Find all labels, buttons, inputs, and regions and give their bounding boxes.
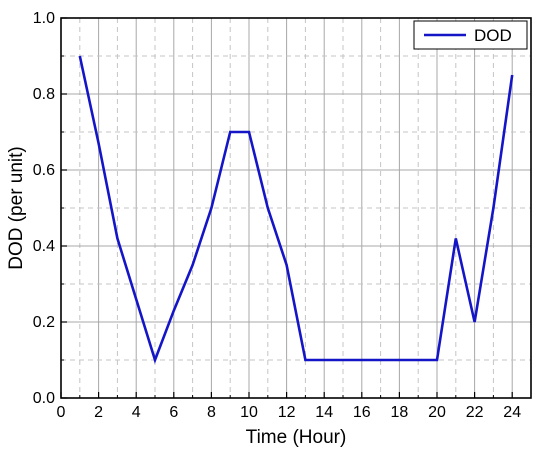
y-tick-label: 0.6 [33,162,55,179]
x-tick-label: 10 [240,404,258,421]
y-tick-label: 0.2 [33,314,55,331]
y-axis-title: DOD (per unit) [6,146,27,270]
x-tick-label: 4 [132,404,141,421]
x-tick-label: 16 [353,404,371,421]
y-tick-label: 1.0 [33,10,55,27]
x-tick-labels: 0 2 4 6 8 10 12 14 16 18 20 22 24 [57,404,522,421]
y-tick-label: 0.0 [33,390,55,407]
y-tick-labels: 0.0 0.2 0.4 0.6 0.8 1.0 [33,10,55,407]
x-tick-label: 2 [94,404,103,421]
axis-ticks [60,17,513,399]
series-layer [78,55,514,364]
x-tick-label: 18 [391,404,409,421]
series-line-dod [78,55,514,364]
x-tick-label: 22 [466,404,484,421]
y-tick-label: 0.8 [33,86,55,103]
x-tick-label: 20 [428,404,446,421]
x-axis-title: Time (Hour) [246,427,347,448]
legend: DOD [413,20,528,50]
x-tick-label: 8 [207,404,216,421]
x-tick-label: 0 [57,404,66,421]
grid [61,18,531,398]
x-tick-label: 24 [503,404,521,421]
x-tick-label: 6 [169,404,178,421]
y-tick-label: 0.4 [33,238,55,255]
legend-label-dod: DOD [474,26,512,45]
x-tick-label: 12 [278,404,296,421]
x-tick-label: 14 [315,404,333,421]
